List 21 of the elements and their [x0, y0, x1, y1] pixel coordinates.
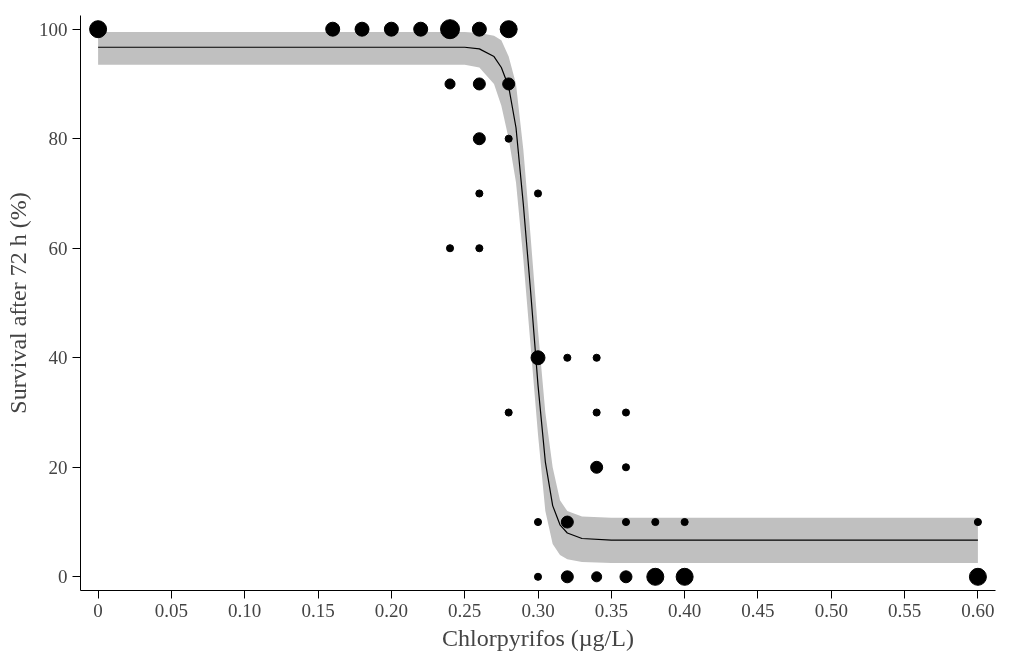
- y-tick-label: 100: [39, 18, 68, 40]
- x-tick-label: 0.55: [887, 599, 922, 621]
- y-tick-label: 80: [48, 128, 68, 150]
- x-tick-label: 0.50: [814, 599, 848, 621]
- x-tick-label: 0.35: [594, 599, 628, 621]
- x-tick-label: 0.40: [668, 599, 702, 621]
- x-axis-title: Chlorpyrifos (µg/L): [442, 624, 634, 651]
- x-tick-label: 0.30: [521, 599, 555, 621]
- x-tick-label: 0.15: [301, 599, 335, 621]
- x-tick-label: 0.20: [374, 599, 408, 621]
- y-tick-label: 40: [48, 347, 68, 369]
- x-tick-label: 0.60: [961, 599, 995, 621]
- x-tick-label: 0.45: [741, 599, 775, 621]
- y-tick-label: 0: [58, 566, 68, 588]
- x-tick-label: 0.25: [448, 599, 482, 621]
- y-tick-label: 20: [48, 456, 68, 478]
- x-tick-label: 0.10: [228, 599, 262, 621]
- x-tick-label: 0.05: [154, 599, 189, 621]
- y-axis-title: Survival after 72 h (%): [5, 192, 31, 414]
- x-tick-label: 0: [93, 599, 103, 621]
- y-tick-label: 60: [48, 237, 68, 259]
